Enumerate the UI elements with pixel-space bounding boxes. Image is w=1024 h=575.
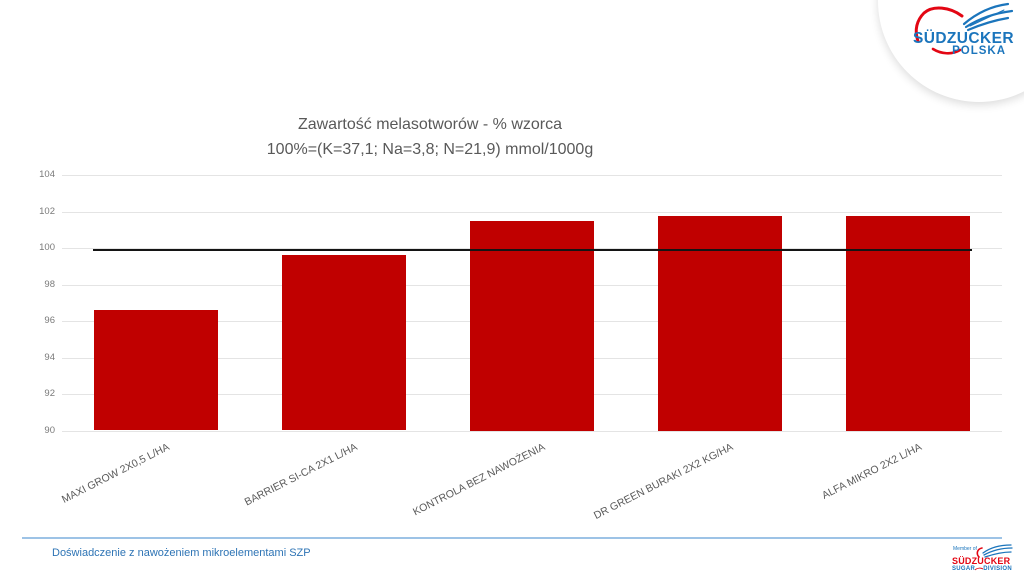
reference-line-100pct xyxy=(93,248,972,252)
sugar-text: SUGAR xyxy=(952,566,976,572)
polska-logo-text: POLSKA xyxy=(952,45,1006,57)
bar-2 xyxy=(282,255,406,431)
category-label-2: BARRIER SI-CA 2X1 L/HA xyxy=(242,441,360,509)
mini-sudzucker-text: SÜDZUCKER xyxy=(952,556,1011,566)
y-axis-tick-90: 90 xyxy=(44,424,55,436)
mini-division-swoosh-icon xyxy=(975,567,984,571)
y-axis-tick-102: 102 xyxy=(39,205,55,217)
category-label-1: MAXI GROW 2X0,5 L/HA xyxy=(59,441,172,506)
sudzucker-logo-text: SÜDZUCKER xyxy=(913,30,1014,47)
bar-1 xyxy=(94,310,218,431)
chart-title: Zawartość melasotworów - % wzorca 100%=(… xyxy=(30,112,830,162)
gridline-90 xyxy=(62,430,1002,432)
division-text: DIVISION xyxy=(983,566,1012,572)
gridline-104 xyxy=(62,175,1002,176)
footer-text: Doświadczenie z nawożeniem mikroelementa… xyxy=(52,547,311,559)
y-axis-tick-104: 104 xyxy=(39,169,55,180)
chart-title-line1: Zawartość melasotworów - % wzorca xyxy=(297,116,563,133)
category-label-3: KONTROLA BEZ NAWOŻENIA xyxy=(411,441,548,519)
bar-3 xyxy=(470,220,594,431)
sugar-division-text: SUGAR DIVISION xyxy=(952,566,1012,572)
category-label-4: DR GREEN BURAKI 2X2 KG/HA xyxy=(592,441,736,522)
category-label-5: ALFA MIKRO 2X2 L/HA xyxy=(819,441,924,502)
member-of-text: Member of xyxy=(953,546,977,552)
chart-title-line2: 100%=(K=37,1; Na=3,8; N=21,9) mmol/1000g xyxy=(266,141,594,158)
gridline-102 xyxy=(62,211,1002,213)
y-axis-tick-94: 94 xyxy=(44,351,55,363)
mini-swoosh-icon xyxy=(976,544,1013,558)
y-axis-tick-92: 92 xyxy=(44,388,55,399)
bar-5 xyxy=(846,216,970,431)
y-axis-tick-98: 98 xyxy=(44,278,55,290)
sudzucker-sugar-division-logo: Member of SÜDZUCKER SUGAR DIVISION xyxy=(951,544,1013,574)
bar-4 xyxy=(658,216,782,431)
y-axis-tick-100: 100 xyxy=(39,242,55,253)
sudzucker-swoosh-icon xyxy=(914,2,1014,55)
footer-divider xyxy=(22,537,1002,539)
y-axis-tick-96: 96 xyxy=(44,315,55,326)
